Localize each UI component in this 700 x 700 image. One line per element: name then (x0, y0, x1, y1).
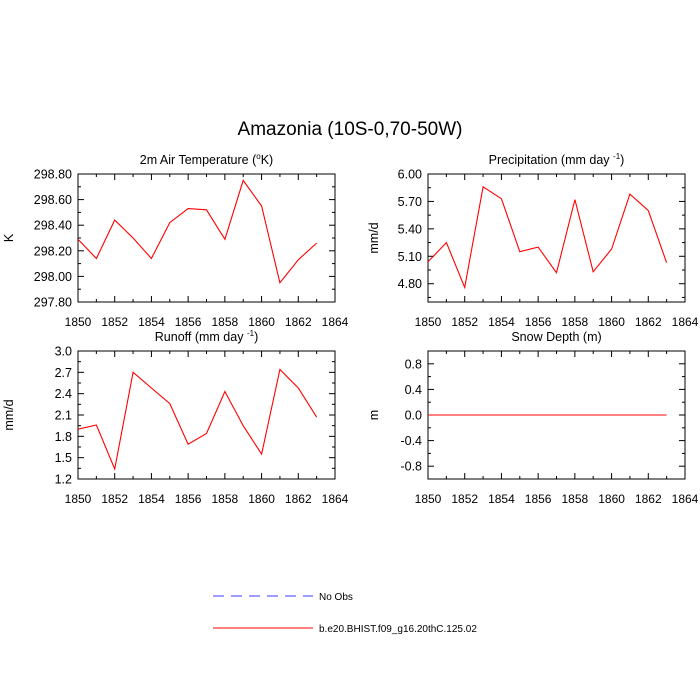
y-tick-label: 298.00 (34, 270, 72, 284)
plot-frame (77, 173, 336, 303)
y-tick-label: 5.40 (398, 222, 422, 236)
y-tick-label: 0.4 (405, 383, 422, 397)
y-tick-label: 6.00 (398, 168, 422, 182)
y-axis-label: mm/d (2, 399, 16, 430)
panel-title: Runoff (mm day -1) (155, 329, 258, 344)
y-tick-label: 2.4 (55, 387, 72, 401)
x-tick-label: 1862 (635, 492, 662, 506)
y-tick-label: 1.5 (55, 451, 72, 465)
figure-title: Amazonia (10S-0,70-50W) (237, 119, 463, 140)
x-tick-label: 1854 (138, 492, 165, 506)
y-axis-label: m (367, 410, 381, 420)
y-tick-label: 298.40 (34, 219, 72, 233)
x-tick-label: 1858 (212, 492, 239, 506)
x-tick-label: 1850 (415, 315, 442, 329)
x-tick-label: 1856 (175, 492, 202, 506)
y-tick-label: 298.20 (34, 244, 72, 258)
x-tick-label: 1860 (248, 492, 275, 506)
x-tick-label: 1858 (562, 315, 589, 329)
series-line (77, 368, 318, 471)
legend: No Obs b.e20.BHIST.f09_g16.20thC.125.02 (213, 592, 477, 635)
y-tick-label: 298.60 (34, 193, 72, 207)
x-tick-label: 1854 (488, 315, 515, 329)
legend-label: b.e20.BHIST.f09_g16.20thC.125.02 (319, 624, 477, 635)
y-tick-label: -0.8 (400, 460, 422, 474)
y-tick-label: 2.7 (55, 366, 72, 380)
y-tick-label: 0.0 (405, 409, 422, 423)
y-tick-label: 1.2 (55, 473, 72, 487)
x-tick-label: 1862 (285, 315, 312, 329)
y-tick-label: 0.8 (405, 357, 422, 371)
y-axis-label: K (2, 233, 16, 242)
panel-title: Snow Depth (m) (511, 330, 601, 344)
y-tick-label: 1.8 (55, 430, 72, 444)
plot-frame (427, 173, 686, 303)
x-tick-label: 1850 (65, 492, 92, 506)
x-tick-label: 1858 (212, 315, 239, 329)
panel-title: Precipitation (mm day -1) (489, 152, 625, 167)
y-tick-label: 5.10 (398, 250, 422, 264)
panel-title: 2m Air Temperature (oK) (140, 152, 273, 167)
x-tick-label: 1860 (598, 492, 625, 506)
x-tick-label: 1854 (138, 315, 165, 329)
series-line (427, 185, 668, 290)
y-tick-label: 3.0 (55, 345, 72, 359)
y-tick-label: 298.80 (34, 168, 72, 182)
y-tick-label: 4.80 (398, 277, 422, 291)
x-tick-label: 1860 (248, 315, 275, 329)
series-line (77, 179, 317, 285)
x-tick-label: 1856 (525, 315, 552, 329)
y-axis-label: mm/d (367, 222, 381, 253)
x-tick-label: 1864 (322, 315, 349, 329)
x-tick-label: 1852 (101, 315, 128, 329)
x-tick-label: 1852 (451, 315, 478, 329)
x-tick-label: 1850 (65, 315, 92, 329)
y-tick-label: 297.80 (34, 296, 72, 310)
y-tick-label: -0.4 (400, 434, 422, 448)
y-tick-label: 5.70 (398, 195, 422, 209)
panel-2: 1850 1852 1854 1856 1858 1860 1862 1864 4.80 5.10… (367, 152, 699, 329)
x-tick-label: 1864 (672, 315, 699, 329)
x-tick-label: 1852 (101, 492, 128, 506)
x-tick-label: 1864 (672, 492, 699, 506)
x-tick-label: 1856 (175, 315, 202, 329)
y-tick-label: 2.1 (55, 409, 72, 423)
x-tick-label: 1858 (562, 492, 589, 506)
panel-3: 1850 1852 1854 1856 1858 1860 1862 1864 1.2 1.5 1.… (2, 329, 349, 506)
x-tick-label: 1862 (285, 492, 312, 506)
x-tick-label: 1856 (525, 492, 552, 506)
x-tick-label: 1850 (415, 492, 442, 506)
x-tick-label: 1854 (488, 492, 515, 506)
x-tick-label: 1860 (598, 315, 625, 329)
panel-1: 1850 1852 1854 1856 1858 1860 1862 1864 297.80 29… (2, 152, 349, 329)
x-tick-label: 1864 (322, 492, 349, 506)
x-tick-label: 1862 (635, 315, 662, 329)
panel-4: 1850 1852 1854 1856 1858 1860 1862 1864 -0.8 -0.4… (367, 330, 699, 506)
x-tick-label: 1852 (451, 492, 478, 506)
legend-label: No Obs (319, 592, 353, 603)
